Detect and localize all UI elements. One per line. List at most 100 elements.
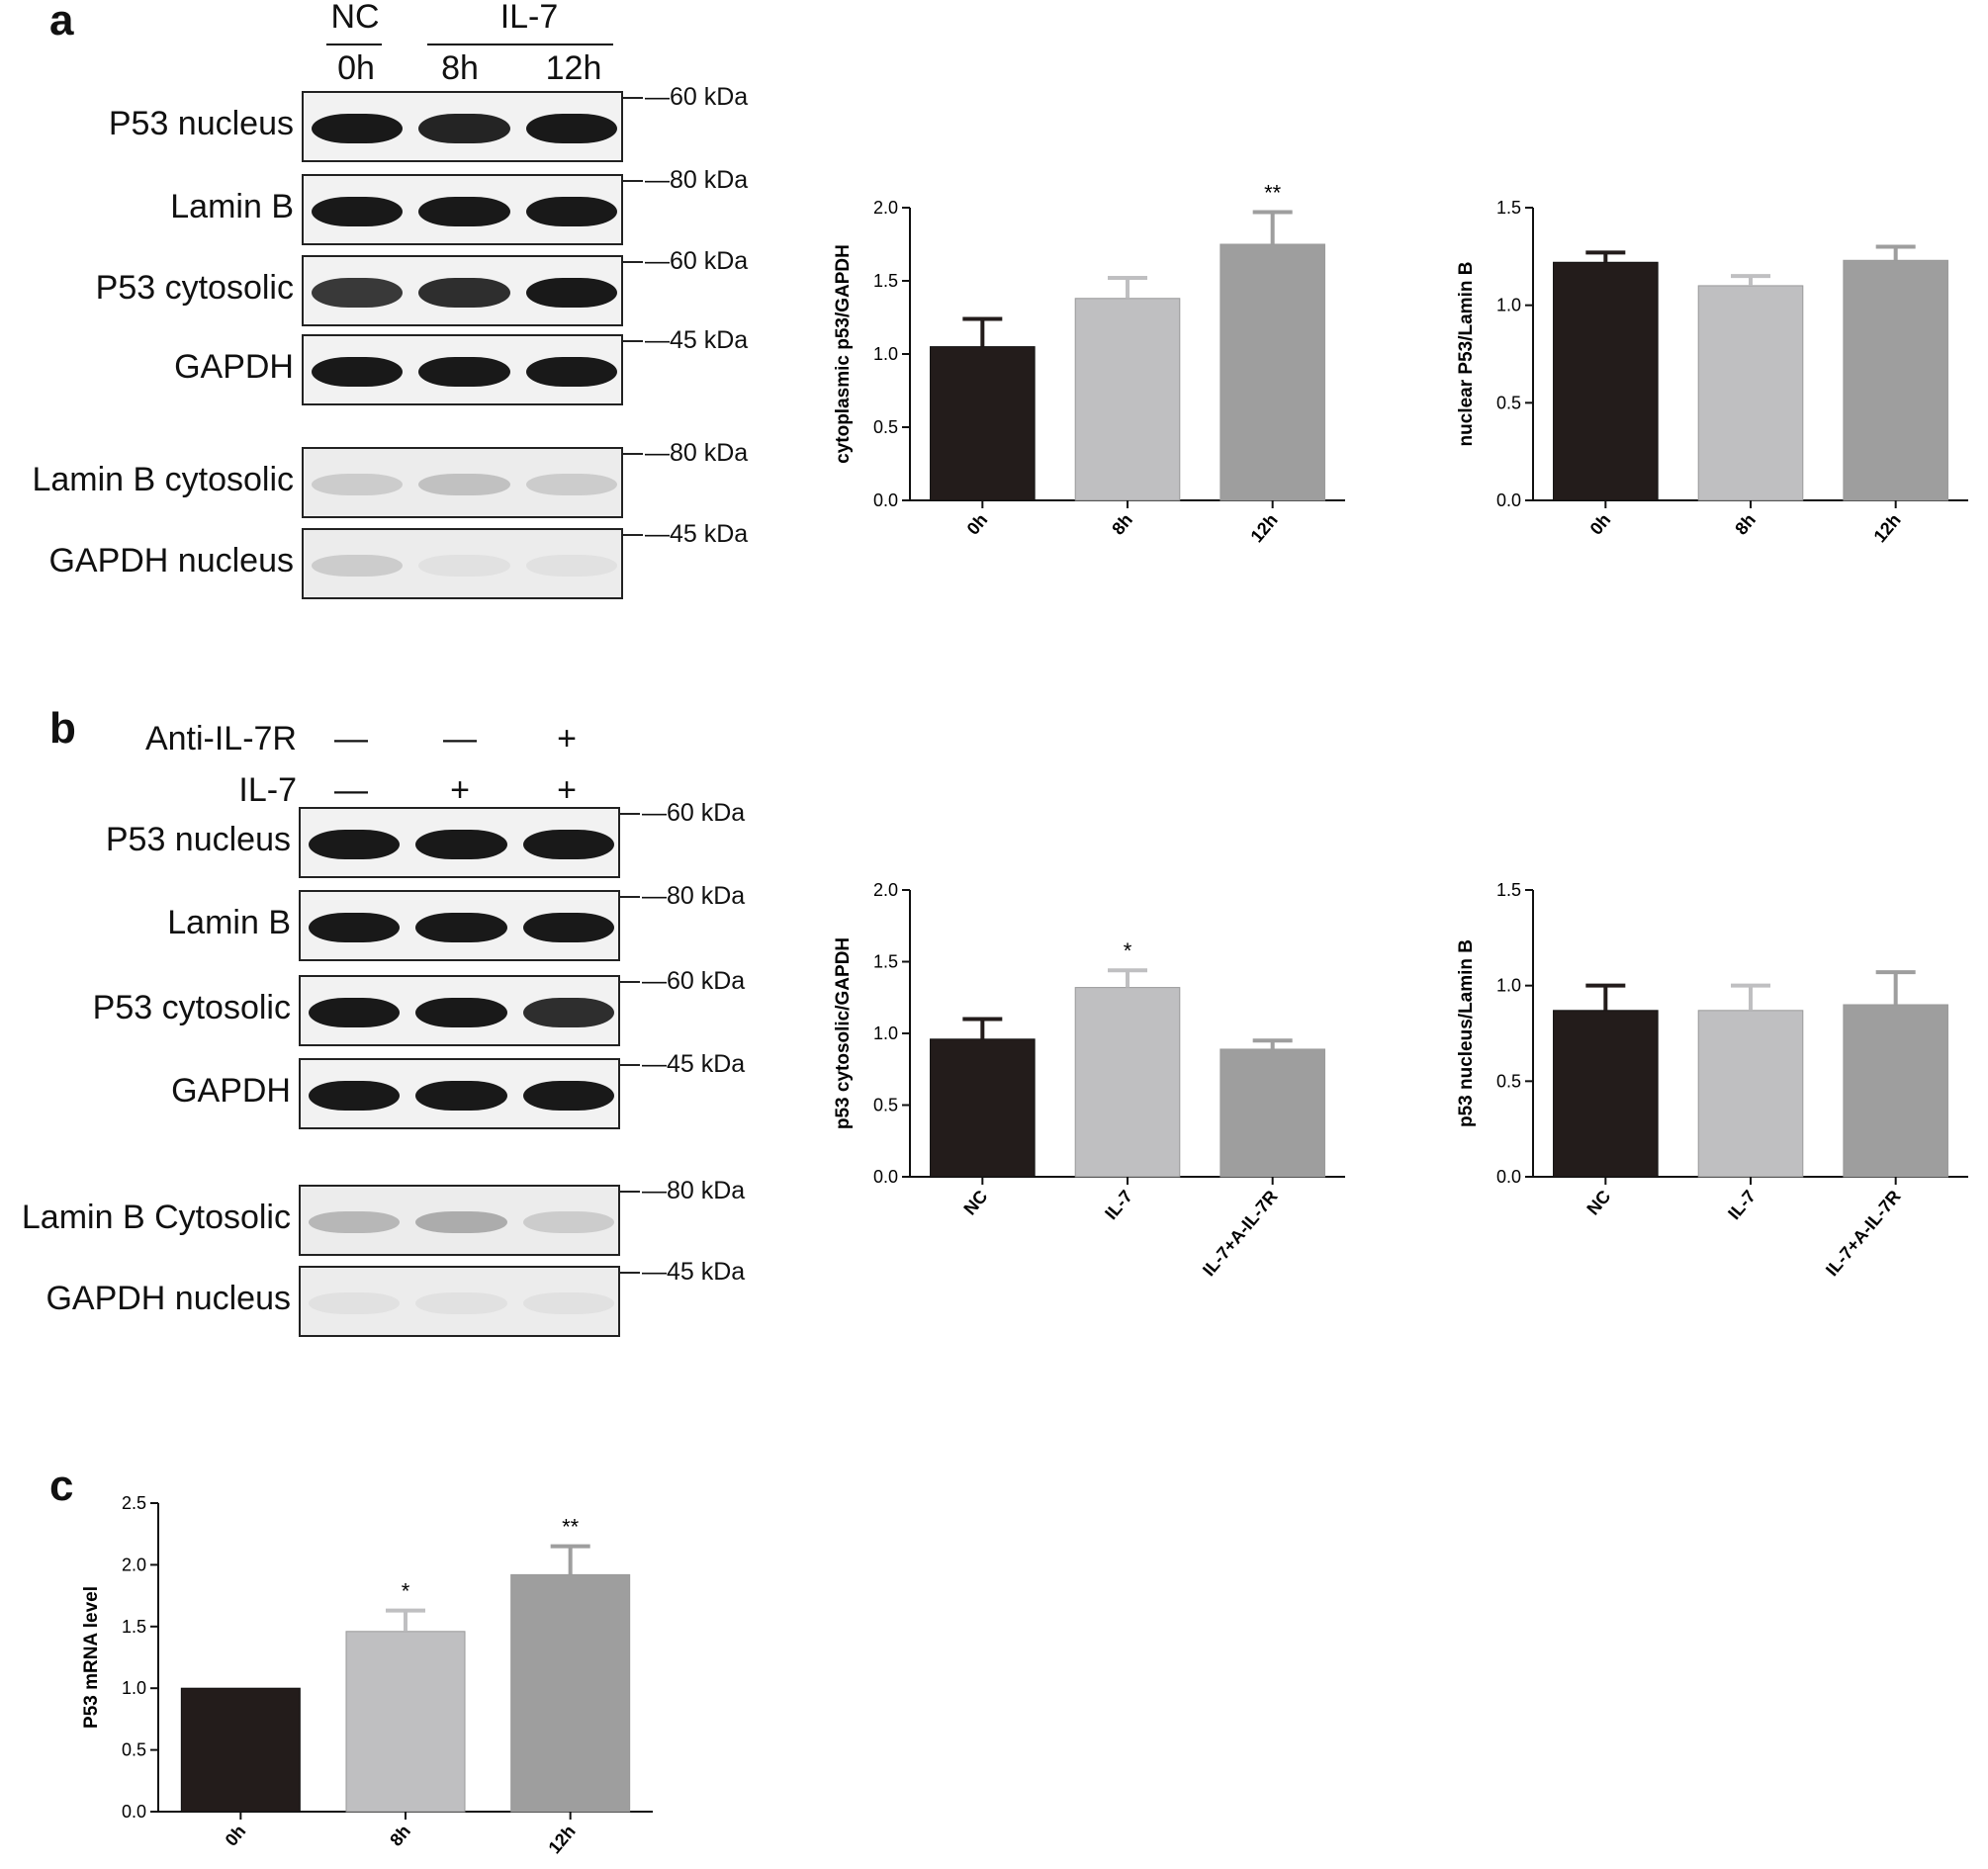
treatment-sign: + [450,771,470,809]
treatment-sign: — [334,720,368,757]
lane-label: 0h [337,49,375,87]
blot-band [522,913,614,942]
blot-image [299,1058,620,1129]
blot-band [418,197,510,226]
blot-band [312,114,404,143]
blot-band [309,1292,401,1314]
lane-label: 12h [545,49,602,87]
y-tick-label: 2.5 [122,1493,146,1513]
x-tick-label: 12h [1246,510,1281,547]
y-tick-label: 0.0 [1496,1167,1521,1187]
blot-label: GAPDH nucleus [48,542,294,579]
blot-band [309,830,401,859]
x-tick-label: 0h [963,510,992,539]
blot-band [418,357,510,387]
blot-band [418,278,510,308]
bar-chart-p53-nucleus: 0.0 0.5 1.0 1.5 p53 nucleus/Lamin B NC IL-7 IL-… [1456,880,1968,1280]
treatment-sign: — [443,720,477,757]
blot-image [302,174,623,245]
y-tick-label: 0.5 [1496,1071,1521,1091]
bar-chart-cytoplasmic-p53: 0.0 0.5 1.0 1.5 2.0 cytoplasmic p53/GAPDH 0h 8h… [833,180,1345,547]
blot-label: Lamin B [170,188,294,225]
molecular-weight-marker: —60 kDa [621,247,748,276]
group-label-il7: IL-7 [499,0,559,36]
y-axis-label: P53 mRNA level [81,1586,102,1729]
lane-label: 8h [441,49,479,87]
blot-image [302,334,623,405]
group-label-nc: NC [330,0,380,36]
bar [510,1573,631,1813]
bar [1697,1010,1804,1178]
y-axis-label: p53 nucleus/Lamin B [1456,939,1477,1127]
blot-band [312,197,404,226]
x-tick-label: IL-7+A-IL-7R [1822,1187,1905,1280]
y-tick-label: 1.5 [1496,880,1521,900]
y-tick-label: 1.5 [873,952,898,972]
bar [930,1038,1036,1178]
molecular-weight-marker: —45 kDa [621,326,748,355]
y-tick-label: 0.5 [873,1096,898,1115]
y-tick-label: 2.0 [122,1555,146,1574]
y-tick-label: 1.5 [122,1617,146,1637]
blot-band [525,474,617,495]
treatment-sign: — [334,771,368,809]
significance-marker: * [1124,938,1132,963]
treatment-sign: + [557,771,577,809]
blot-image [299,1266,620,1337]
blot-label: P53 nucleus [108,105,294,142]
blot-band [525,357,617,387]
y-tick-label: 1.5 [1496,198,1521,218]
bar [180,1687,301,1813]
blot-image [299,1185,620,1256]
blot-label: P53 cytosolic [95,269,294,307]
blot-band [522,830,614,859]
y-axis-label: p53 cytosolic/GAPDH [833,937,854,1129]
x-tick-label: 0h [222,1822,250,1850]
panel-letter-a: a [49,0,74,44]
blot-image [302,255,623,326]
x-tick-label: 0h [1586,510,1615,539]
molecular-weight-marker: —45 kDa [618,1050,745,1079]
y-tick-label: 0.0 [873,490,898,510]
molecular-weight-marker: —45 kDa [618,1258,745,1287]
molecular-weight-marker: —80 kDa [621,439,748,468]
blot-label: GAPDH [174,348,294,386]
blot-image [299,975,620,1046]
bar-chart-p53-cytosolic: 0.0 0.5 1.0 1.5 2.0 p53 cytosolic/GAPDH NC * IL-… [833,880,1345,1280]
bar [345,1631,466,1813]
blot-band [522,1081,614,1111]
bar-chart-p53-mrna: 0.0 0.5 1.0 1.5 2.0 2.5 P53 mRNA level 0h * 8h ** 1… [81,1493,653,1857]
blot-band [312,555,404,577]
blot-band [525,555,617,577]
blot-band [415,1211,507,1233]
blot-band [312,474,404,495]
molecular-weight-marker: —45 kDa [621,520,748,549]
blot-band [418,555,510,577]
blot-band [525,278,617,308]
x-tick-label: 12h [1869,510,1904,547]
x-tick-label: 8h [1731,510,1760,539]
blot-band [312,357,404,387]
y-tick-label: 1.0 [1496,976,1521,996]
blot-label: Lamin B Cytosolic [21,1199,291,1236]
blot-image [299,890,620,961]
panel-letter-c: c [49,1462,74,1510]
blot-band [312,278,404,308]
y-tick-label: 1.0 [1496,296,1521,315]
bar [1074,987,1181,1178]
significance-marker: ** [562,1515,580,1540]
y-tick-label: 0.0 [873,1167,898,1187]
group-line-il7 [427,44,613,45]
bar [1220,1048,1325,1178]
y-axis-label: cytoplasmic p53/GAPDH [833,244,854,464]
blot-band [309,1211,401,1233]
bar [1553,1010,1659,1178]
x-tick-label: IL-7 [1101,1187,1136,1223]
y-tick-label: 1.0 [873,344,898,364]
x-tick-label: 8h [1108,510,1136,539]
blot-label: GAPDH [171,1072,291,1110]
y-tick-label: 0.0 [122,1802,146,1822]
blot-band [415,913,507,942]
treatment-sign: + [557,720,577,757]
y-tick-label: 0.5 [873,417,898,437]
